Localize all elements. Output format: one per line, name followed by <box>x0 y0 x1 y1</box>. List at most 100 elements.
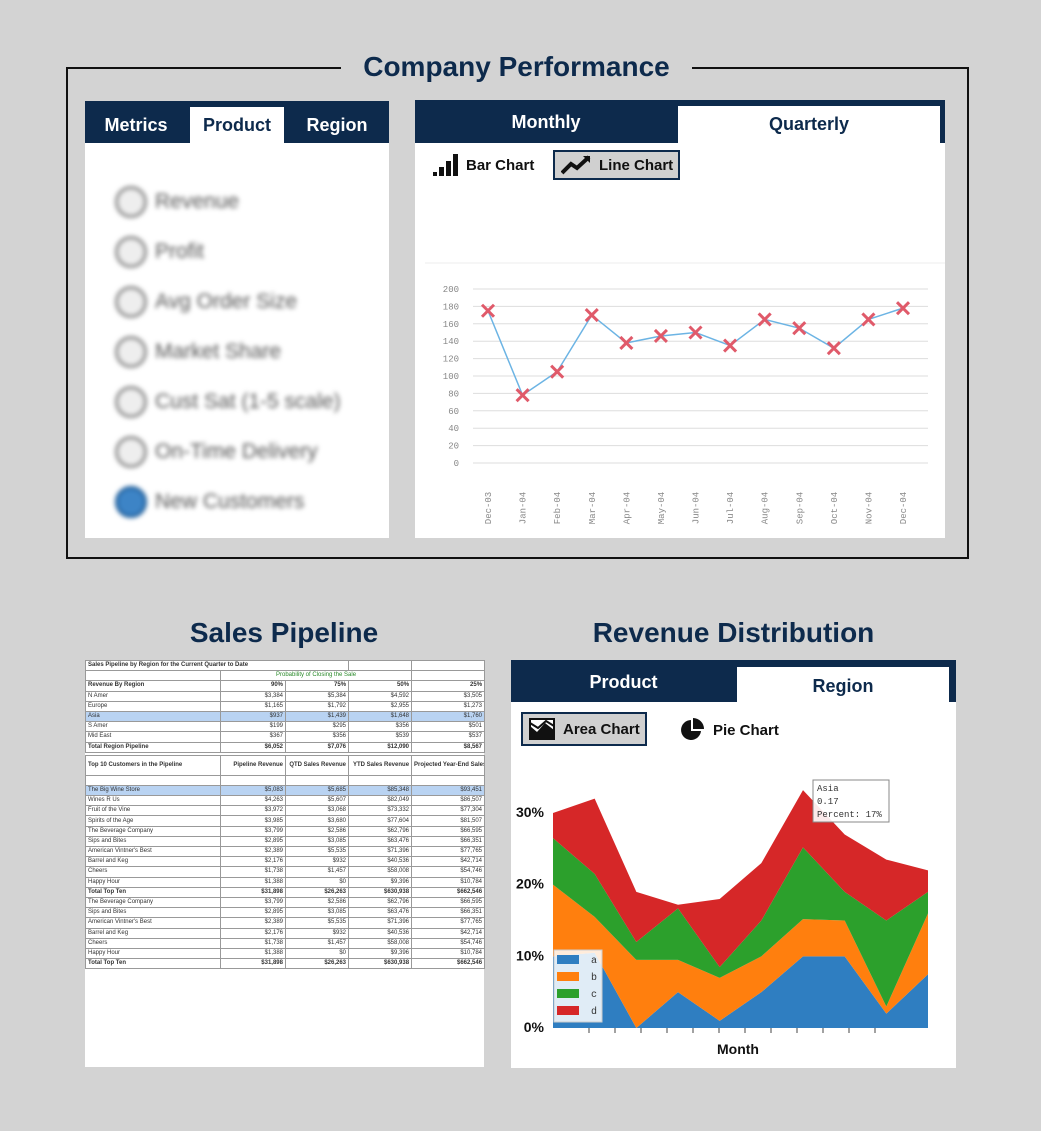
table-cell: Top 10 Customers in the Pipeline <box>85 754 221 776</box>
table-cell: $77,765 <box>411 917 486 929</box>
table-cell: American Vintner's Best <box>85 917 221 929</box>
region-row: Asia $937 $1,439 $1,648 $1,760 <box>85 710 486 723</box>
table-cell: Cheers <box>85 937 221 949</box>
table-cell: $3,068 <box>284 805 350 817</box>
x-tick-label: Jul-04 <box>726 492 736 524</box>
x-tick-label: Sep-04 <box>795 492 805 524</box>
x-tick-label: Dec-04 <box>899 492 909 524</box>
customer-row: Cheers $1,738 $1,457 $58,008 $54,746 <box>85 937 486 949</box>
revenue-panel: Product Region Area Chart Pie Chart 0% 10… <box>511 660 956 1068</box>
table-cell: The Beverage Company <box>85 825 221 837</box>
table-cell: $40,536 <box>348 927 413 939</box>
table-cell: $1,760 <box>411 710 486 723</box>
pie-chart-label: Pie Chart <box>713 721 779 739</box>
marker-stroke <box>757 312 772 327</box>
table-cell: $31,898 <box>220 958 286 970</box>
bar-chart-label: Bar Chart <box>466 156 535 174</box>
radio-label: Avg Order Size <box>155 290 298 313</box>
radio-circle[interactable] <box>115 386 147 418</box>
table-cell: $73,332 <box>348 805 413 817</box>
radio-circle[interactable] <box>115 186 147 218</box>
tab-quarterly[interactable]: Quarterly <box>678 106 940 143</box>
table-cell: $932 <box>284 927 350 939</box>
radio-label: Profit <box>155 240 205 263</box>
table-cell <box>85 774 221 786</box>
table-cell: Projected Year-End Sales <box>411 754 486 776</box>
table-cell: $3,384 <box>220 690 286 702</box>
radio-circle-checked[interactable] <box>115 486 147 518</box>
table-cell: $537 <box>411 731 486 743</box>
table-cell: $58,008 <box>348 937 413 949</box>
table-cell: $1,738 <box>220 937 286 949</box>
radio-circle[interactable] <box>115 336 147 368</box>
y-tick-label: 120 <box>443 355 459 365</box>
table-cell: YTD Sales Revenue <box>348 754 413 776</box>
table-cell: $662,546 <box>411 958 486 970</box>
table-cell: $630,938 <box>348 886 413 898</box>
y-tick-label: 10% <box>516 947 545 963</box>
y-tick-label: 160 <box>443 320 459 330</box>
table-cell: $77,604 <box>348 815 413 827</box>
tab-product[interactable]: Product <box>190 107 284 143</box>
table-cell: $62,796 <box>348 896 413 909</box>
customer-row: Barrel and Keg $2,176 $932 $40,536 $42,714 <box>85 856 486 868</box>
data-point-marker <box>584 308 599 323</box>
table-cell: $54,746 <box>411 937 486 949</box>
y-tick-label: 0% <box>524 1019 545 1035</box>
table-cell: N Amer <box>85 690 221 702</box>
table-cell: $54,746 <box>411 866 486 878</box>
table-cell: $1,273 <box>411 700 486 712</box>
table-cell: $1,165 <box>220 700 286 712</box>
pipeline-spreadsheet: Sales Pipeline by Region for the Current… <box>84 659 486 970</box>
tab-metrics[interactable]: Metrics <box>104 115 168 135</box>
bar-chart-icon <box>433 154 458 176</box>
metric-radio-on-time-delivery[interactable]: On-Time Delivery <box>115 427 341 477</box>
table-cell: Sips and Bites <box>85 835 221 848</box>
metric-radio-market-share[interactable]: Market Share <box>115 327 341 377</box>
tab-monthly[interactable]: Monthly <box>511 112 581 132</box>
marker-stroke <box>480 303 496 318</box>
pie-chart-icon <box>681 718 704 740</box>
tab-revenue-region[interactable]: Region <box>737 667 949 702</box>
metric-radio-revenue[interactable]: Revenue <box>115 177 341 227</box>
area-chart-button[interactable]: Area Chart <box>521 712 647 746</box>
metric-radio-profit[interactable]: Profit <box>115 227 341 277</box>
table-cell: $40,536 <box>348 856 413 868</box>
table-cell <box>411 774 486 786</box>
table-cell: $356 <box>348 721 413 733</box>
marker-stroke <box>895 301 911 316</box>
metric-radio-new-customers[interactable]: New Customers <box>115 477 341 527</box>
data-point-marker <box>619 335 634 351</box>
area-series-c <box>553 838 928 1007</box>
table-cell: $31,898 <box>220 886 286 898</box>
line-chart-button[interactable]: Line Chart <box>553 150 680 180</box>
radio-circle[interactable] <box>115 236 147 268</box>
legend-swatch <box>557 955 579 964</box>
customer-row: The Beverage Company $3,799 $2,586 $62,796 $… <box>85 896 486 909</box>
radio-circle[interactable] <box>115 436 147 468</box>
table-cell: Spirits of the Age <box>85 815 221 827</box>
table-cell: $26,263 <box>284 958 350 970</box>
pie-chart-button[interactable]: Pie Chart <box>679 715 779 745</box>
table-cell: Probability of Closing the Sale <box>219 670 413 682</box>
metric-radio-avg-order-size[interactable]: Avg Order Size <box>115 277 341 327</box>
table-cell: $932 <box>284 856 350 868</box>
bar-chart-button[interactable]: Bar Chart <box>433 149 534 181</box>
table-cell: $1,738 <box>220 866 286 878</box>
table-cell: Sales Pipeline by Region for the Current… <box>84 659 350 672</box>
area-chart-label: Area Chart <box>563 720 640 738</box>
data-point-marker <box>895 301 911 316</box>
area-series-b <box>553 884 928 1028</box>
table-cell: $66,595 <box>411 825 486 837</box>
legend-label: a <box>591 956 597 967</box>
table-cell: $2,955 <box>348 700 413 712</box>
region-row: Mid East $367 $356 $539 $537 <box>85 731 486 743</box>
table-cell <box>348 774 413 786</box>
y-tick-label: 20% <box>516 876 545 892</box>
metric-radio-cust-sat[interactable]: Cust Sat (1-5 scale) <box>115 377 341 427</box>
tab-region[interactable]: Region <box>306 115 368 135</box>
marker-stroke <box>861 312 876 327</box>
table-cell: $71,396 <box>348 845 413 858</box>
tab-revenue-product[interactable]: Product <box>589 672 658 692</box>
radio-circle[interactable] <box>115 286 147 318</box>
